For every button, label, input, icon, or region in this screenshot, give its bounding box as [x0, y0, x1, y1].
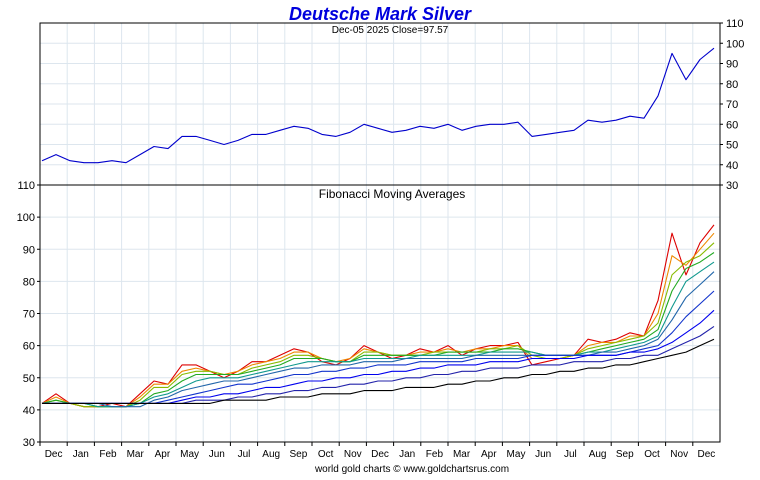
x-tick-label-21: Sep	[616, 449, 634, 460]
x-tick-label-17: May	[507, 449, 526, 460]
top-panel-ytick-label-40: 40	[726, 160, 738, 172]
chart-title: Deutsche Mark Silver	[289, 4, 472, 24]
bottom-panel-ytick-label-40: 40	[23, 405, 35, 417]
x-tick-label-1: Jan	[73, 449, 89, 460]
bottom-panel-ytick-label-50: 50	[23, 373, 35, 385]
x-tick-label-23: Nov	[670, 449, 688, 460]
top-panel-ytick-label-80: 80	[726, 79, 738, 91]
grid-layer	[39, 22, 721, 443]
bottom-panel-ytick-label-70: 70	[23, 309, 35, 321]
x-tick-label-16: Apr	[481, 449, 497, 460]
x-tick-label-24: Dec	[698, 449, 716, 460]
series-layer	[41, 47, 715, 408]
label-layer: Deutsche Mark Silver Dec-05 2025 Close=9…	[17, 4, 745, 475]
x-tick-label-8: Aug	[262, 449, 280, 460]
frame-layer	[37, 22, 723, 446]
bottom-panel-ytick-label-110: 110	[17, 180, 35, 192]
bottom-panel-ytick-label-90: 90	[23, 244, 35, 256]
bottom-panel-series-line-7	[42, 309, 715, 404]
top-panel-ytick-label-100: 100	[726, 38, 744, 50]
bottom-panel-series-line-6	[42, 290, 715, 404]
top-panel-series-line-0	[41, 47, 715, 164]
x-tick-label-22: Oct	[644, 449, 660, 460]
x-tick-label-4: Apr	[155, 449, 171, 460]
x-tick-label-0: Dec	[45, 449, 63, 460]
x-tick-label-15: Mar	[453, 449, 471, 460]
bottom-panel-series-line-2	[41, 242, 715, 408]
bottom-panel-series-line-9	[42, 338, 715, 404]
bottom-panel-ytick-label-60: 60	[23, 341, 35, 353]
bottom-panel-series-line-4	[42, 261, 715, 408]
top-panel-ytick-label-50: 50	[726, 140, 738, 152]
x-tick-label-14: Feb	[426, 449, 444, 460]
bottom-panel-frame	[39, 184, 721, 443]
x-tick-label-11: Nov	[344, 449, 362, 460]
chart-footer: world gold charts © www.goldchartsrus.co…	[314, 464, 509, 475]
x-tick-label-9: Sep	[290, 449, 308, 460]
x-tick-label-5: May	[180, 449, 199, 460]
bottom-panel-series-line-3	[41, 252, 715, 408]
x-tick-label-6: Jun	[209, 449, 225, 460]
top-panel-ytick-label-110: 110	[726, 18, 744, 30]
top-panel-ytick-label-30: 30	[726, 180, 738, 192]
bottom-panel-series-line-0	[41, 224, 715, 408]
bottom-panel-series-line-5	[42, 271, 715, 408]
x-tick-label-2: Feb	[99, 449, 117, 460]
top-panel-ytick-label-70: 70	[726, 99, 738, 111]
x-tick-label-19: Jul	[564, 449, 577, 460]
x-tick-label-18: Jun	[535, 449, 551, 460]
x-tick-label-12: Dec	[371, 449, 389, 460]
x-tick-label-10: Oct	[318, 449, 334, 460]
top-panel-ytick-label-90: 90	[726, 59, 738, 71]
top-panel-ytick-label-60: 60	[726, 119, 738, 131]
x-tick-label-3: Mar	[127, 449, 145, 460]
bottom-panel-ytick-label-80: 80	[23, 276, 35, 288]
bottom-panel-title: Fibonacci Moving Averages	[319, 187, 466, 201]
x-tick-label-20: Aug	[589, 449, 607, 460]
bottom-panel-ytick-label-100: 100	[17, 212, 35, 224]
x-tick-label-7: Jul	[238, 449, 251, 460]
chart-subtitle: Dec-05 2025 Close=97.57	[332, 25, 449, 36]
x-tick-label-13: Jan	[399, 449, 415, 460]
bottom-panel-ytick-label-30: 30	[23, 437, 35, 449]
